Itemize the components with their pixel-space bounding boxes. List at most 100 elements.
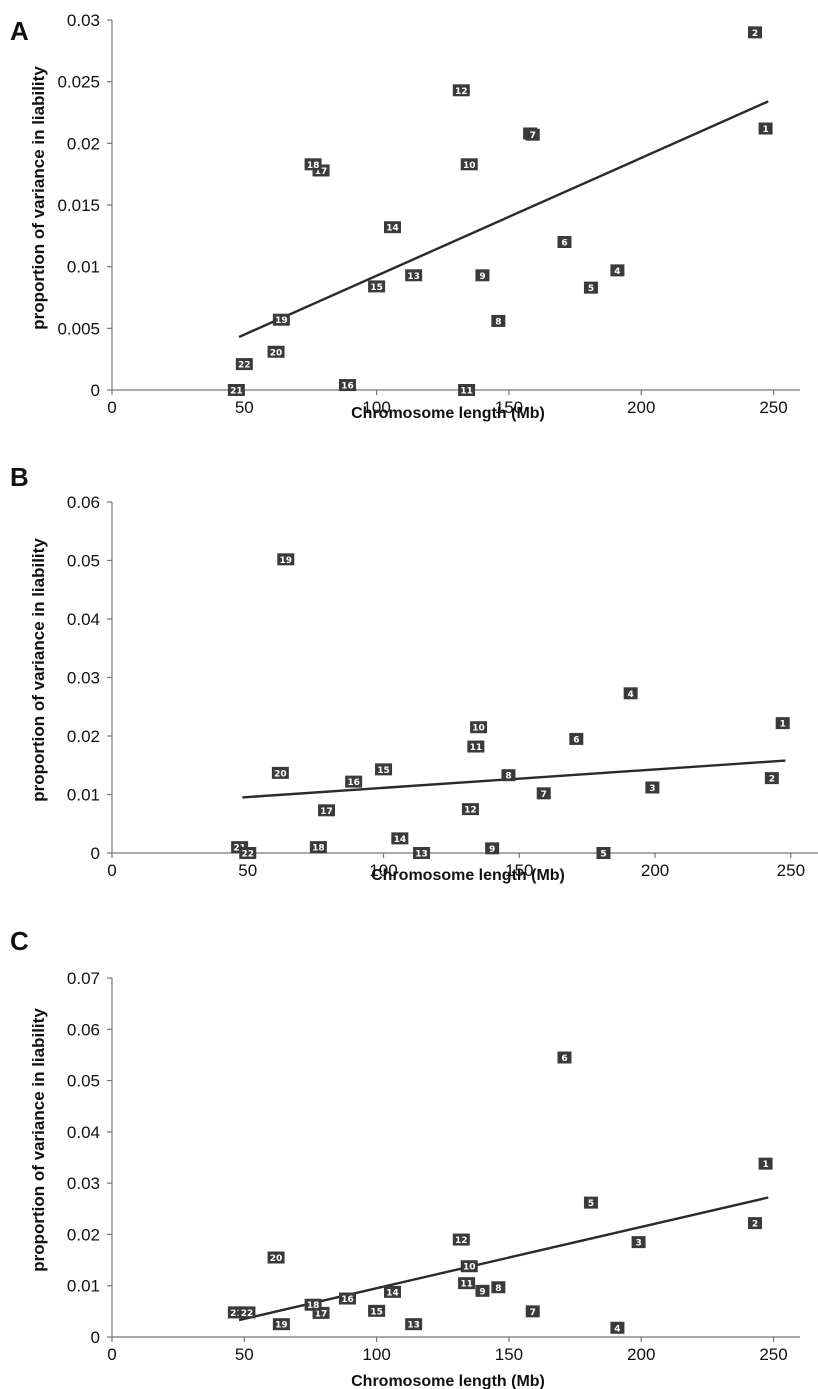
data-point-chr-20: 20 [267,1251,285,1264]
y-axis-label: proportion of variance in liability [29,1008,48,1272]
data-point-chr-1: 1 [758,1157,773,1170]
x-tick-label: 50 [235,398,254,417]
data-point-chr-19: 19 [277,553,295,566]
data-point-chr-5: 5 [583,281,598,294]
data-point-marker [383,221,401,234]
data-point-chr-10: 10 [460,158,478,171]
data-point-label: 9 [479,272,485,282]
data-point-marker [610,1321,625,1334]
data-point-marker [485,842,500,855]
x-tick-label: 250 [777,861,805,880]
data-point-marker [764,772,779,785]
data-point-marker [267,345,285,358]
data-point-label: 18 [312,844,325,854]
data-point-chr-13: 13 [405,269,423,282]
x-tick-label: 150 [505,861,533,880]
data-point-marker [460,1260,478,1273]
data-point-marker [238,1306,256,1319]
data-point-label: 8 [495,1284,501,1294]
data-point-label: 2 [752,1220,758,1230]
data-point-marker [536,787,551,800]
x-tick-label: 0 [107,398,116,417]
data-point-marker [345,775,363,788]
data-point-marker [610,264,625,277]
y-tick-label: 0.04 [67,610,100,629]
data-point-label: 2 [752,29,758,39]
data-point-label: 1 [762,125,768,135]
data-point-label: 13 [415,850,428,860]
data-point-chr-17: 17 [318,804,336,817]
data-point-marker [491,314,506,327]
data-point-label: 14 [386,224,399,234]
data-point-chr-7: 7 [525,1305,540,1318]
data-point-marker [631,1236,646,1249]
data-point-chr-20: 20 [271,766,289,779]
data-point-marker [460,158,478,171]
data-point-label: 1 [780,720,786,730]
data-point-chr-8: 8 [491,1281,506,1294]
x-tick-label: 200 [627,1345,655,1364]
panel-b: B proportion of variance in liability Ch… [10,462,818,884]
data-point-label: 12 [464,806,477,816]
data-point-label: 5 [588,284,594,294]
data-point-chr-6: 6 [569,732,584,745]
y-tick-label: 0.02 [67,1225,100,1244]
data-point-chr-13: 13 [405,1318,423,1331]
data-point-chr-10: 10 [460,1260,478,1273]
data-point-marker [272,1318,290,1331]
data-point-label: 7 [541,790,547,800]
data-point-chr-9: 9 [485,842,500,855]
x-tick-label: 150 [495,1345,523,1364]
data-point-label: 1 [762,1160,768,1170]
data-point-label: 15 [370,283,383,293]
y-tick-label: 0.02 [67,134,100,153]
data-point-marker [623,687,638,700]
x-tick-label: 100 [362,398,390,417]
data-point-label: 21 [230,1309,243,1319]
data-point-marker [339,1292,357,1305]
data-point-marker [748,26,763,39]
data-point-chr-14: 14 [391,832,409,845]
data-point-label: 22 [242,850,255,860]
data-point-label: 17 [315,167,328,177]
data-point-chr-7: 7 [525,128,540,141]
data-point-chr-11: 11 [458,1277,476,1290]
x-axis-label: Chromosome length (Mb) [371,867,565,884]
data-point-chr-18: 18 [304,1298,322,1311]
y-axis-label: proportion of variance in liability [29,66,48,330]
y-tick-label: 0.005 [57,319,100,338]
data-point-label: 14 [394,835,407,845]
data-point-label: 20 [274,769,287,779]
data-point-chr-9: 9 [475,1284,490,1297]
y-tick-label: 0.02 [67,727,100,746]
data-point-label: 9 [479,1287,485,1297]
data-point-label: 16 [341,382,354,392]
data-point-marker [368,280,386,293]
data-point-marker [569,732,584,745]
data-point-marker [227,384,245,396]
data-point-marker [467,740,485,753]
data-point-marker [557,236,572,248]
data-point-label: 16 [341,1295,354,1305]
data-point-marker [405,1318,423,1331]
data-point-chr-16: 16 [339,1292,357,1305]
data-point-marker [475,269,490,282]
data-point-chr-14: 14 [383,1285,401,1298]
x-tick-label: 0 [107,1345,116,1364]
data-point-label: 19 [275,1321,288,1331]
x-tick-label: 250 [759,1345,787,1364]
y-tick-label: 0.03 [67,669,100,688]
data-point-label: 8 [505,772,511,782]
y-axis-label: proportion of variance in liability [29,538,48,802]
y-tick-label: 0.06 [67,493,100,512]
data-point-label: 13 [407,272,420,282]
data-point-chr-22: 22 [238,1306,256,1319]
data-point-chr-15: 15 [368,280,386,293]
data-point-chr-15: 15 [368,1304,386,1317]
data-point-chr-6: 6 [557,1051,572,1064]
data-point-chr-8: 8 [501,769,516,782]
data-point-marker [318,804,336,817]
panel-letter: B [10,462,29,492]
data-point-label: 6 [573,735,579,745]
